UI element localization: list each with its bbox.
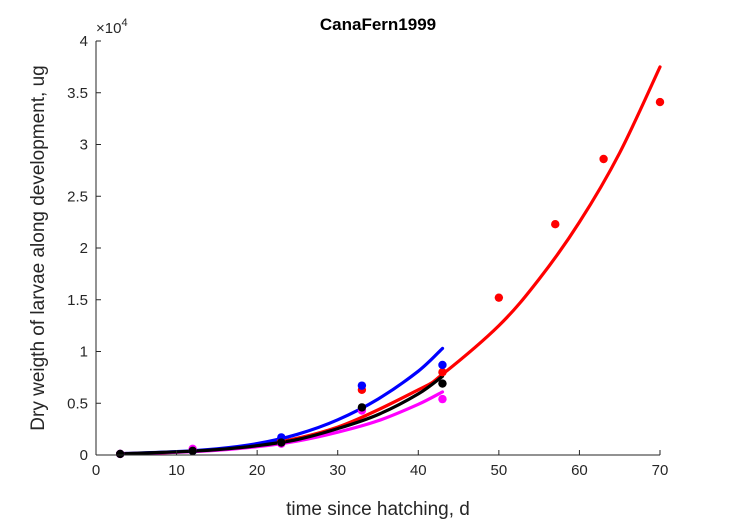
series-point-1 bbox=[438, 360, 447, 370]
series-point-0 bbox=[599, 154, 608, 164]
series-point-3 bbox=[115, 449, 125, 459]
x-tick-label: 10 bbox=[168, 462, 185, 479]
y-exponent-power: 4 bbox=[121, 17, 127, 29]
series-point-3 bbox=[277, 438, 286, 447]
y-tick-label: 3.5 bbox=[67, 85, 88, 102]
x-tick-label: 50 bbox=[491, 462, 508, 479]
svg-text:×104: ×104 bbox=[96, 17, 128, 37]
x-tick-label: 0 bbox=[92, 462, 100, 479]
y-exponent-base: ×10 bbox=[96, 20, 121, 37]
x-tick-label: 40 bbox=[410, 462, 427, 479]
y-axis-label: Dry weigth of larvae along development, … bbox=[28, 65, 49, 430]
series-point-3 bbox=[357, 403, 367, 412]
x-tick-label: 60 bbox=[571, 462, 588, 479]
chart-title: CanaFern1999 bbox=[320, 15, 436, 34]
y-axis: 0 0.5 1 1.5 2 2.5 3 3.5 4 bbox=[67, 33, 101, 464]
series-point-0 bbox=[438, 368, 447, 377]
y-tick-label: 0.5 bbox=[67, 395, 88, 412]
series-point-0 bbox=[494, 293, 504, 302]
y-tick-label: 3 bbox=[80, 137, 88, 154]
y-tick-label: 0 bbox=[80, 447, 88, 464]
y-tick-label: 1 bbox=[80, 344, 88, 361]
x-tick-label: 20 bbox=[249, 462, 266, 479]
y-tick-label: 4 bbox=[80, 33, 88, 50]
x-axis-label: time since hatching, d bbox=[286, 499, 470, 520]
x-axis: 0 10 20 30 40 50 60 70 bbox=[92, 450, 669, 479]
x-tick-label: 30 bbox=[329, 462, 346, 479]
series-point-0 bbox=[655, 97, 665, 107]
y-tick-label: 2 bbox=[80, 240, 88, 257]
x-tick-label: 70 bbox=[652, 462, 669, 479]
series-point-0 bbox=[551, 219, 560, 229]
series-point-2 bbox=[438, 394, 447, 404]
series-point-3 bbox=[188, 446, 197, 456]
series-point-3 bbox=[438, 379, 447, 388]
series-point-1 bbox=[357, 381, 367, 390]
y-exponent-label: ×104 bbox=[96, 17, 128, 37]
y-tick-label: 1.5 bbox=[67, 292, 88, 309]
y-tick-label: 2.5 bbox=[67, 188, 88, 205]
plot-area bbox=[115, 65, 665, 459]
